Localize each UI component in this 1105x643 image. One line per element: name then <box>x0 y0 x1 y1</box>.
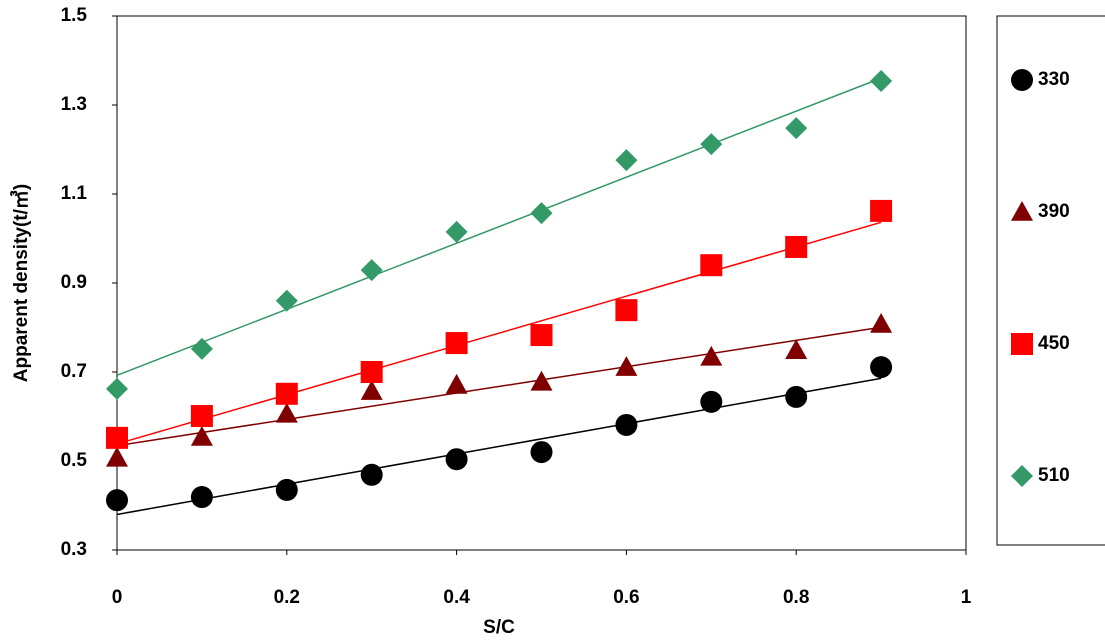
point <box>106 377 128 400</box>
legend-marker <box>1011 465 1033 487</box>
point <box>190 425 213 446</box>
x-tick-label: 0.8 <box>783 587 809 608</box>
trend-line <box>116 77 882 376</box>
x-axis-label: S/C <box>483 617 515 638</box>
point <box>530 324 553 347</box>
point <box>870 199 893 222</box>
point <box>530 370 553 391</box>
y-tick-label: 1.3 <box>61 94 87 115</box>
trend-line <box>116 326 882 447</box>
legend-box <box>996 15 1105 546</box>
point <box>700 254 723 277</box>
point <box>785 235 808 258</box>
x-tick-label: 1 <box>961 587 972 608</box>
x-tick-label: 0 <box>112 587 123 608</box>
point <box>530 441 553 464</box>
legend-label: 450 <box>1038 333 1070 354</box>
point <box>870 356 893 379</box>
point <box>785 385 808 408</box>
y-tick-label: 1.5 <box>61 5 88 26</box>
point <box>190 486 213 509</box>
point <box>445 373 468 394</box>
trend-line <box>116 377 882 516</box>
y-tick-label: 1.1 <box>61 183 88 204</box>
x-tick-label: 0.2 <box>274 587 300 608</box>
legend-label: 510 <box>1038 465 1070 486</box>
point <box>190 337 213 360</box>
point <box>106 446 128 467</box>
point <box>445 220 468 243</box>
point <box>106 489 128 512</box>
legend-label: 330 <box>1038 69 1070 90</box>
point <box>445 332 468 355</box>
point <box>785 117 808 140</box>
point <box>360 361 383 383</box>
point <box>275 478 298 501</box>
point <box>360 380 383 400</box>
point <box>275 402 298 423</box>
trend-line <box>116 221 882 445</box>
point <box>190 405 213 428</box>
point <box>700 390 723 413</box>
y-tick-label: 0.9 <box>61 272 87 293</box>
point <box>615 356 638 376</box>
legend-marker <box>1011 201 1033 221</box>
y-axis-label: Apparent density(t/㎥) <box>9 184 32 382</box>
point <box>275 382 298 405</box>
point <box>360 463 383 486</box>
point <box>615 413 638 436</box>
point <box>785 339 808 359</box>
plot-frame <box>116 15 967 551</box>
legend-marker <box>1011 333 1033 355</box>
x-tick-label: 0.6 <box>613 587 639 608</box>
legend-marker <box>1011 69 1033 91</box>
point <box>870 69 893 92</box>
point <box>106 426 128 449</box>
point <box>615 299 638 322</box>
y-tick-label: 0.7 <box>61 361 87 382</box>
point <box>360 259 383 282</box>
point <box>700 133 723 156</box>
y-tick-label: 0.3 <box>61 539 87 560</box>
point <box>615 149 638 172</box>
point <box>275 289 298 312</box>
point <box>530 202 553 225</box>
point <box>700 345 723 366</box>
y-tick-label: 0.5 <box>61 450 88 471</box>
point <box>870 312 893 333</box>
x-tick-label: 0.4 <box>443 587 470 608</box>
point <box>445 448 468 471</box>
legend-label: 390 <box>1038 201 1070 222</box>
